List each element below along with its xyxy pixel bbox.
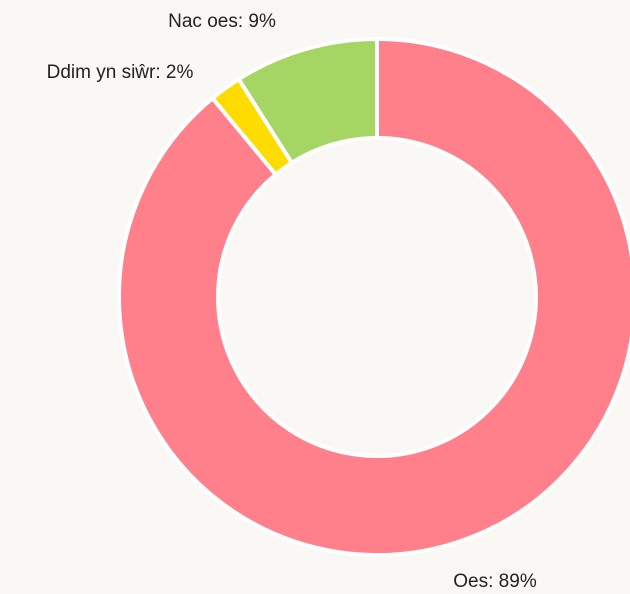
slice-label: Nac oes: 9%: [168, 11, 276, 32]
slice-label: Ddim yn siŵr: 2%: [47, 62, 194, 83]
donut-slice: [117, 36, 630, 557]
donut-slice: [235, 36, 379, 166]
slice-label: Oes: 89%: [453, 571, 537, 592]
